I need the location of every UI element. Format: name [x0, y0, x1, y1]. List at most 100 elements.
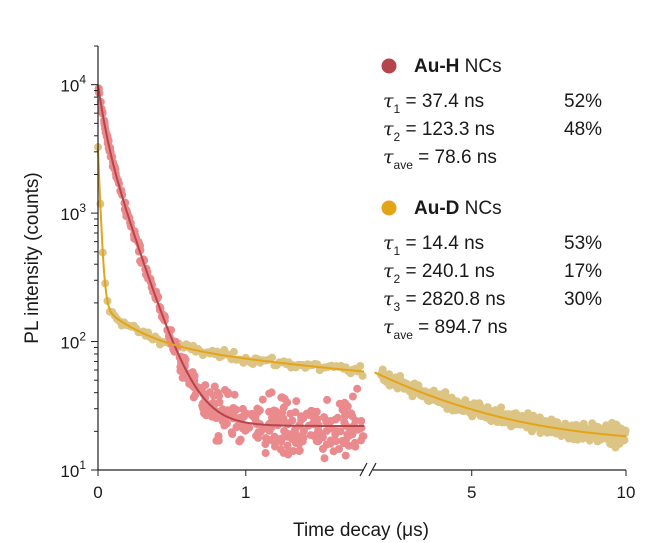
au-h-point — [283, 398, 292, 407]
au-h-point — [313, 437, 322, 446]
lifetime-value: τave = 78.6 ns — [383, 146, 497, 172]
au-h-point — [253, 404, 262, 413]
axis-break-mark-1 — [359, 462, 368, 477]
y-tick-label: 103 — [60, 201, 86, 224]
au-h-point — [212, 436, 221, 445]
au-h-point — [230, 390, 239, 399]
au-h-point — [357, 417, 366, 425]
au-h-point — [343, 402, 352, 411]
au-h-point — [254, 428, 263, 437]
au-h-point — [201, 381, 210, 390]
au-h-point — [284, 448, 293, 457]
au-h-point — [344, 441, 353, 450]
lifetime-value: τave = 894.7 ns — [383, 316, 507, 342]
lifetime-percentage: 17% — [564, 261, 602, 282]
au-d-point — [620, 436, 629, 445]
au-h-point — [297, 415, 306, 424]
au-h-point — [322, 418, 331, 426]
au-h-point — [221, 386, 229, 394]
au-d-fit-line — [97, 149, 365, 373]
au-h-point — [215, 398, 224, 407]
au-h-point — [295, 446, 304, 455]
au-h-point — [211, 410, 220, 419]
au-h-point — [331, 430, 340, 439]
au-h-point — [227, 428, 236, 437]
au-h-point — [291, 439, 300, 447]
lifetime-value: τ2 = 123.3 ns — [383, 118, 495, 144]
au-d-point — [268, 353, 276, 362]
y-tick-label: 102 — [60, 330, 86, 353]
y-tick-label: 101 — [60, 458, 86, 481]
lifetime-value: τ2 = 240.1 ns — [383, 260, 495, 286]
au-h-point — [202, 411, 211, 420]
au-h-point — [242, 424, 251, 433]
au-h-point — [313, 429, 322, 438]
lifetime-percentage: 53% — [564, 233, 602, 254]
au-h-point — [215, 392, 224, 400]
au-h-point — [248, 412, 257, 421]
au-h-point — [258, 395, 267, 404]
au-h-point — [320, 454, 329, 463]
au-h-point — [189, 393, 198, 402]
au-h-point — [347, 409, 356, 418]
legend: Au-H NCs τ1 = 37.4 ns 52% τ2 = 123.3 ns 48% τ… — [381, 56, 602, 342]
au-h-point — [229, 404, 238, 412]
au-h-point — [278, 417, 287, 426]
y-axis-title: PL intensity (counts) — [22, 172, 43, 343]
au-d-point — [356, 362, 365, 370]
x-tick-label: 0 — [93, 483, 102, 502]
au-h-point — [288, 416, 297, 425]
au-h-point — [221, 406, 230, 415]
au-d-point — [229, 347, 238, 356]
axis-break-mark-2 — [368, 462, 377, 477]
lifetime-value: τ1 = 37.4 ns — [383, 90, 484, 116]
au-d-fit-line — [374, 371, 627, 438]
au-h-point — [263, 424, 272, 433]
x-tick-label: 10 — [617, 483, 636, 502]
au-h-point — [286, 409, 295, 418]
au-h-point — [358, 432, 367, 441]
au-h-point — [329, 447, 338, 456]
au-h-legend-title: Au-H NCs — [414, 56, 502, 77]
au-h-point — [270, 406, 278, 415]
x-tick-label: 5 — [467, 483, 476, 502]
lifetime-value: τ1 = 14.4 ns — [383, 232, 484, 258]
x-axis-title: Time decay (μs) — [293, 520, 429, 541]
fit-layer — [97, 84, 627, 438]
ticks-layer: 0 1 5 10 101 102 103 104 — [60, 45, 636, 502]
au-h-point — [302, 409, 311, 418]
au-h-point — [283, 429, 292, 438]
lifetime-percentage: 30% — [564, 289, 602, 310]
au-h-point — [318, 444, 327, 453]
au-h-point — [323, 395, 332, 404]
lifetime-percentage: 48% — [564, 119, 602, 140]
au-h-point — [353, 384, 362, 393]
au-h-point — [283, 441, 292, 450]
au-h-point — [350, 438, 359, 447]
lifetime-value: τ3 = 2820.8 ns — [383, 288, 505, 314]
au-d-point — [497, 403, 506, 412]
scatter-layer — [94, 84, 630, 463]
au-h-point — [342, 435, 350, 444]
au-h-point — [261, 449, 270, 457]
au-h-point — [333, 413, 342, 422]
au-h-point — [278, 408, 287, 417]
au-h-point — [351, 416, 360, 425]
x-tick-label: 1 — [241, 483, 250, 502]
au-h-point — [261, 440, 270, 449]
au-h-point — [199, 404, 207, 413]
au-d-point — [358, 371, 367, 380]
au-d-point — [621, 426, 630, 435]
au-h-point — [340, 412, 349, 421]
y-tick-label: 104 — [60, 73, 86, 96]
au-h-point — [353, 425, 362, 434]
au-d-legend-title: Au-D NCs — [414, 198, 502, 219]
au-h-point — [292, 397, 301, 406]
au-h-point — [341, 451, 350, 460]
au-h-point — [348, 392, 357, 401]
au-h-point — [326, 436, 335, 445]
au-h-point — [267, 388, 276, 397]
au-h-fit-line — [97, 84, 364, 427]
au-h-point — [235, 437, 244, 446]
